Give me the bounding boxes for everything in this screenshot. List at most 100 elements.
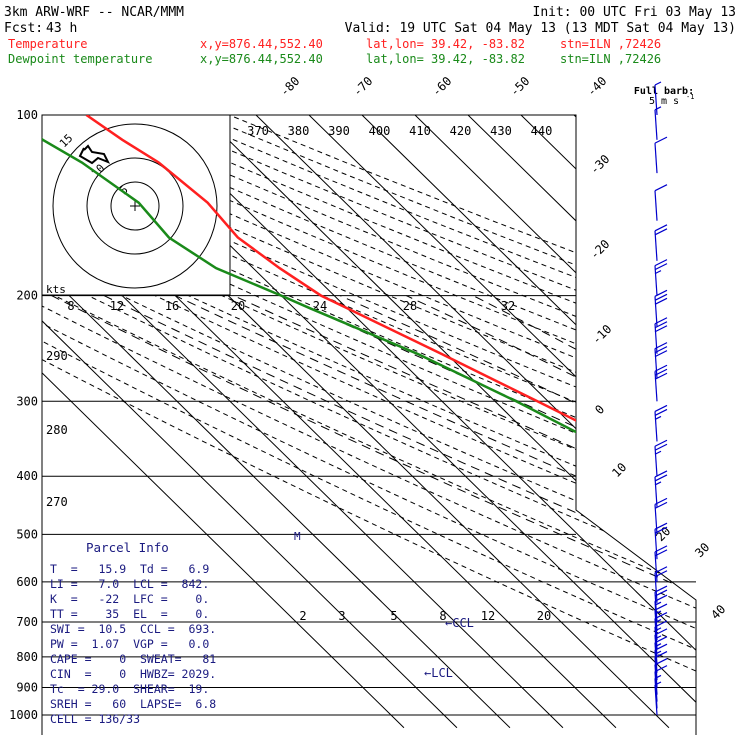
valid-time: Valid: 19 UTC Sat 04 May 13 (13 MDT Sat … — [345, 21, 736, 36]
hodo-ring-1 — [110, 181, 160, 231]
pressure-tick: 400 — [16, 469, 38, 483]
pressure-tick: 700 — [16, 615, 38, 629]
adiabat-left-label: 290 — [46, 349, 68, 363]
isotherm — [149, 115, 696, 729]
dry-adiabat — [146, 115, 696, 729]
lcl-marker: ←LCL — [424, 666, 453, 680]
pressure-tick: 200 — [16, 289, 38, 303]
legend-dew-xy: x,y=876.44,552.40 — [200, 52, 323, 66]
isotherm-label: 0 — [592, 402, 607, 417]
pressure-tick: 1000 — [9, 708, 38, 722]
parcel-line: CIN = 0 HWBZ= 2029. — [50, 667, 216, 681]
moist-adiabat — [339, 295, 696, 716]
mixing-ratio-label: 2 — [299, 609, 306, 623]
isotherm — [626, 115, 696, 729]
legend-dewpoint: Dewpoint temperature — [8, 52, 153, 66]
hodo-axis-label: 20 — [231, 299, 245, 313]
adiabat-left-label: 280 — [46, 423, 68, 437]
barb-unit-exponent: -1 — [686, 93, 694, 101]
isotherm — [42, 115, 511, 729]
dry-adiabat — [42, 115, 696, 729]
theta-label: 380 — [288, 124, 310, 138]
mixing-ratio-label: 3 — [338, 609, 345, 623]
pressure-tick: 900 — [16, 681, 38, 695]
pressure-tick: 500 — [16, 527, 38, 541]
pressure-tick: 600 — [16, 575, 38, 589]
dry-adiabat — [42, 115, 696, 729]
dry-adiabat — [42, 115, 696, 729]
wind-barb — [654, 439, 668, 477]
theta-label: 430 — [490, 124, 512, 138]
isotherm — [467, 115, 696, 729]
wind-barbs — [654, 81, 668, 716]
barb-title: Full barb: — [634, 86, 694, 97]
theta-label: 410 — [409, 124, 431, 138]
hodo-axis-label: 28 — [403, 299, 417, 313]
isotherm — [308, 115, 696, 729]
parcel-line: CAPE = 0 SWEAT= 81 — [50, 652, 216, 666]
frame-right — [42, 114, 697, 735]
dry-adiabat — [42, 115, 696, 729]
hodo-axis-label: 24 — [313, 299, 327, 313]
profiles — [42, 115, 696, 715]
hodo-ring-3 — [52, 123, 218, 289]
parcel-info: Parcel Info T = 15.9 Td = 6.9LI = 7.0 LC… — [50, 540, 216, 726]
hodograph: 5 10 15 kts — [41, 114, 231, 296]
hodo-axis-label: 32 — [501, 299, 515, 313]
moist-adiabat — [405, 295, 696, 716]
barb-unit: 5 m s — [649, 96, 679, 107]
isotherm — [202, 115, 696, 729]
legend-dew-latlon: lat,lon= 39.42, -83.82 — [366, 52, 525, 66]
isotherm-label: -60 — [429, 74, 454, 99]
model-title: 3km ARW-WRF -- NCAR/MMM — [4, 5, 184, 20]
mixing-ratio-label: 20 — [537, 609, 551, 623]
hodo-ring-2 — [86, 157, 184, 255]
wind-barb — [654, 184, 668, 221]
wind-barb — [654, 259, 668, 296]
parcel-line: LI = 7.0 LCL = 842. — [50, 577, 209, 591]
theta-label: 370 — [247, 124, 269, 138]
dry-adiabat — [201, 115, 696, 729]
parcel-line: SWI = 10.5 CCL = 693. — [50, 622, 216, 636]
theta-label: 440 — [531, 124, 553, 138]
dry-adiabat — [42, 115, 696, 729]
wind-barb — [654, 404, 668, 442]
isotherm-label: 40 — [708, 602, 728, 622]
legend-dew-stn: stn=ILN ,72426 — [560, 52, 661, 66]
hodograph-frame — [41, 114, 231, 296]
temperature-profile — [85, 115, 696, 715]
isotherm — [255, 115, 696, 729]
moist-adiabat — [472, 295, 696, 716]
moist-adiabat — [281, 295, 696, 716]
hodo-axis-label: 8 — [67, 299, 74, 313]
isotherm — [361, 115, 696, 729]
isotherm — [42, 115, 405, 729]
legend-temperature: Temperature — [8, 37, 87, 51]
adiabat-left-label: 270 — [46, 495, 68, 509]
isotherm-label: 30 — [692, 540, 712, 560]
parcel-line: K = -22 LFC = 0. — [50, 592, 209, 606]
dry-adiabat — [42, 115, 696, 729]
isotherm-label: -40 — [584, 74, 609, 99]
pressure-tick: 800 — [16, 650, 38, 664]
parcel-line: TT = 35 EL = 0. — [50, 607, 209, 621]
mixing-ratio-label: 12 — [481, 609, 495, 623]
wind-barb — [654, 224, 668, 261]
theta-label: 400 — [369, 124, 391, 138]
dry-adiabat — [42, 115, 696, 729]
isotherm — [414, 115, 696, 729]
isotherm-label: 10 — [609, 460, 629, 480]
pressure-tick: 300 — [16, 394, 38, 408]
legend-temp-stn: stn=ILN ,72426 — [560, 37, 661, 51]
parcel-line: CELL = 136/33 — [50, 712, 140, 726]
parcel-line: PW = 1.07 VGP = 0.0 — [50, 637, 209, 651]
isotherm — [679, 115, 696, 729]
legend-temp-latlon: lat,lon= 39.42, -83.82 — [366, 37, 525, 51]
wind-barb — [654, 136, 668, 174]
mixing-ratio-label: 8 — [439, 609, 446, 623]
moist-adiabat — [174, 295, 696, 716]
init-time: Init: 00 UTC Fri 03 May 13 — [533, 5, 737, 20]
legend-temp-xy: x,y=876.44,552.40 — [200, 37, 323, 51]
isotherm-label: -30 — [587, 152, 612, 177]
